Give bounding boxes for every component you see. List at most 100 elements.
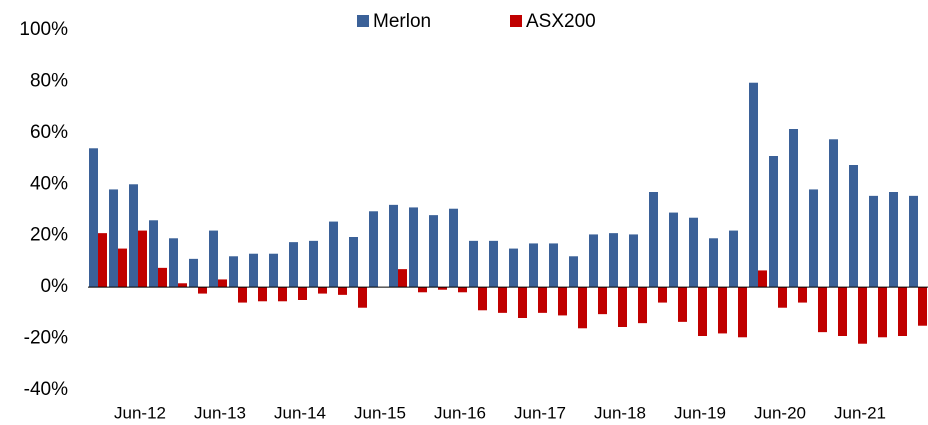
bar <box>498 287 507 313</box>
legend-swatch <box>357 15 369 27</box>
legend-label: ASX200 <box>526 11 596 32</box>
bar <box>269 253 278 288</box>
bar <box>158 267 167 288</box>
bar <box>709 238 718 288</box>
bar <box>609 233 618 288</box>
bar <box>778 287 787 308</box>
bar <box>489 240 498 288</box>
x-tick-label: Jun-18 <box>594 403 646 422</box>
bar <box>178 283 187 288</box>
bar <box>318 287 327 294</box>
bar <box>258 287 267 302</box>
y-tick-label: 100% <box>19 19 68 40</box>
bar <box>358 287 367 308</box>
bar <box>469 240 478 288</box>
bar <box>229 256 238 288</box>
x-tick-label: Jun-15 <box>354 403 406 422</box>
bar <box>309 240 318 288</box>
bar <box>109 189 118 288</box>
bar <box>89 148 98 288</box>
x-tick-label: Jun-16 <box>434 403 486 422</box>
bar <box>689 217 698 288</box>
y-tick-label: 0% <box>41 276 69 297</box>
bar <box>298 287 307 300</box>
bar <box>558 287 567 316</box>
bar <box>329 221 338 288</box>
bar <box>398 269 407 288</box>
x-tick-label: Jun-21 <box>834 403 886 422</box>
bar <box>529 243 538 288</box>
bar <box>478 287 487 311</box>
legend-swatch <box>510 15 522 27</box>
bar <box>629 234 638 288</box>
y-tick-label: 60% <box>30 122 68 143</box>
bar <box>338 287 347 295</box>
x-tick-label: Jun-20 <box>754 403 806 422</box>
bar <box>198 287 207 294</box>
bar <box>889 192 898 288</box>
bar <box>118 248 127 288</box>
bar <box>549 243 558 288</box>
bar <box>838 287 847 336</box>
bar <box>589 234 598 288</box>
bar <box>678 287 687 322</box>
bar <box>738 287 747 338</box>
bar <box>649 192 658 288</box>
bar <box>729 230 738 288</box>
bar <box>238 287 247 303</box>
bar <box>449 208 458 288</box>
bar <box>409 207 418 288</box>
bar <box>758 270 767 288</box>
bar <box>249 253 258 288</box>
bar <box>209 230 218 288</box>
y-tick-label: 80% <box>30 70 68 91</box>
bar <box>798 287 807 303</box>
legend-label: Merlon <box>373 11 431 32</box>
y-tick-label: 20% <box>30 225 68 246</box>
bar <box>898 287 907 336</box>
bar <box>538 287 547 313</box>
x-tick-label: Jun-19 <box>674 403 726 422</box>
bar <box>749 82 758 288</box>
bar <box>138 230 147 288</box>
bar <box>878 287 887 338</box>
bar <box>278 287 287 302</box>
bar <box>169 238 178 288</box>
bar <box>869 195 878 288</box>
bar <box>698 287 707 336</box>
bar <box>829 139 838 288</box>
bar <box>458 287 467 293</box>
bar <box>349 237 358 288</box>
bar <box>418 287 427 293</box>
bar <box>849 165 858 288</box>
bar <box>658 287 667 303</box>
x-tick-label: Jun-17 <box>514 403 566 422</box>
bar <box>789 129 798 288</box>
bar <box>438 287 447 290</box>
bar <box>858 287 867 344</box>
bar <box>818 287 827 333</box>
bar <box>509 248 518 288</box>
x-tick-label: Jun-13 <box>194 403 246 422</box>
x-tick-label: Jun-12 <box>114 403 166 422</box>
bar <box>129 184 138 288</box>
bar <box>98 233 107 288</box>
bar <box>518 287 527 318</box>
bar <box>569 256 578 288</box>
bar <box>638 287 647 324</box>
bar <box>578 287 587 329</box>
bar <box>149 220 158 288</box>
bar <box>769 156 778 288</box>
bar <box>618 287 627 327</box>
bar <box>218 279 227 288</box>
bar <box>389 204 398 288</box>
bar <box>189 258 198 288</box>
bar <box>429 215 438 288</box>
y-tick-label: -40% <box>24 379 68 400</box>
bar <box>909 195 918 288</box>
bar <box>918 287 927 326</box>
bar <box>669 212 678 288</box>
y-tick-label: 40% <box>30 173 68 194</box>
bar <box>369 211 378 288</box>
